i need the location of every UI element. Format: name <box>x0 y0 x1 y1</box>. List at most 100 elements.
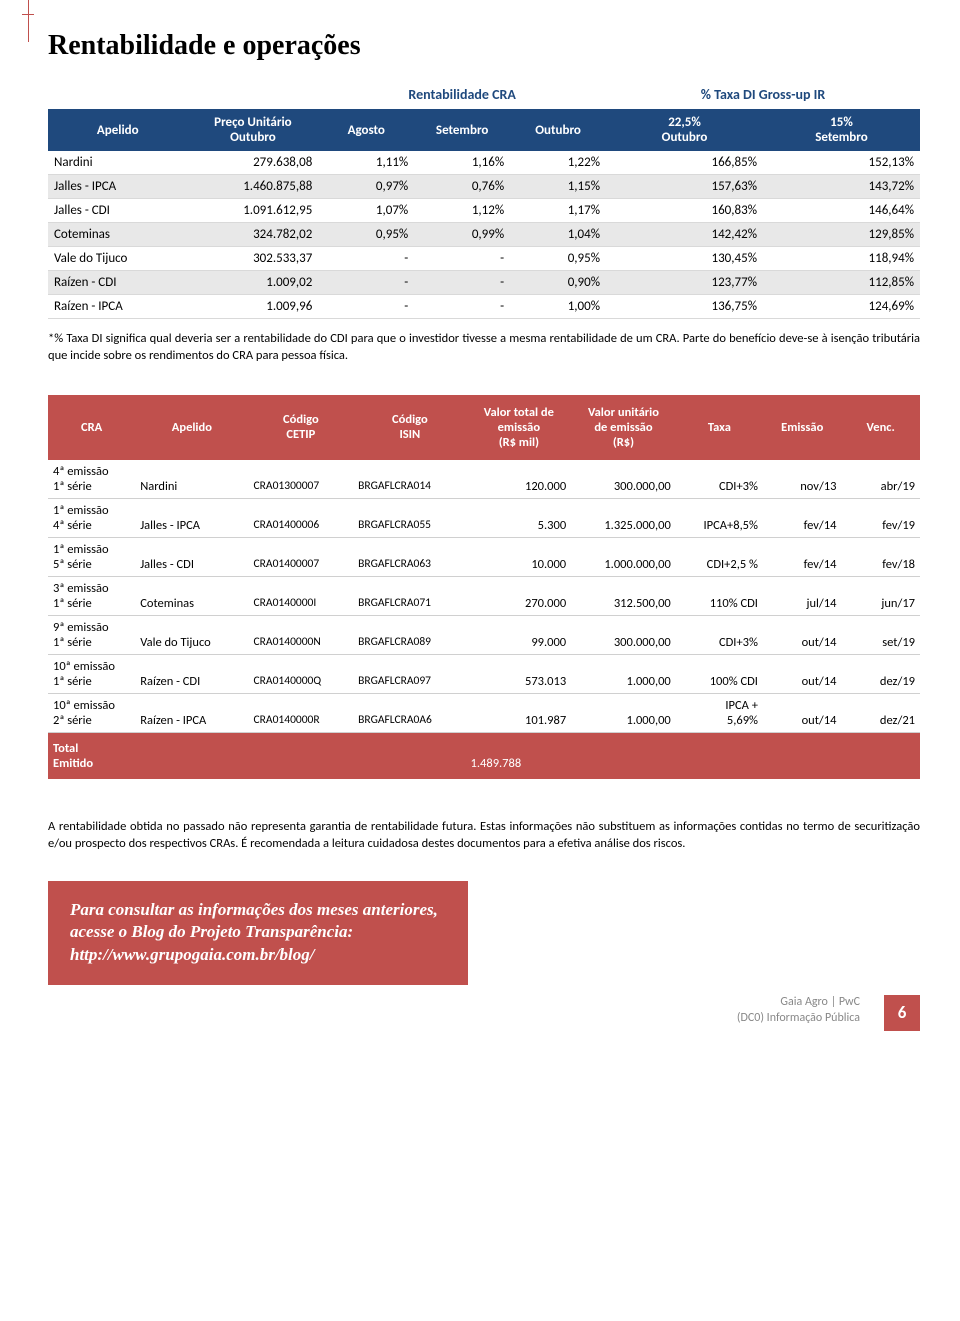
cell-outubro: 0,95% <box>510 247 606 271</box>
cell-valor-unit: 300.000,00 <box>571 615 676 654</box>
cell-setembro: - <box>414 271 510 295</box>
cell-t225: 166,85% <box>606 151 763 175</box>
cell-t225: 123,77% <box>606 271 763 295</box>
cell-apelido: Raízen - CDI <box>48 271 188 295</box>
page-title: Rentabilidade e operações <box>48 30 920 62</box>
th2-venc: Venc. <box>841 395 920 460</box>
cell-valor-total: 270.000 <box>467 576 572 615</box>
cell-apelido: Vale do Tijuco <box>48 247 188 271</box>
cell-t225: 157,63% <box>606 175 763 199</box>
cell-cetip: CRA0140000I <box>249 576 354 615</box>
cell-isin: BRGAFLCRA0A6 <box>353 693 466 732</box>
cell-apelido: Vale do Tijuco <box>135 615 248 654</box>
cell-venc: dez/19 <box>841 654 920 693</box>
cell-valor-unit: 1.000,00 <box>571 693 676 732</box>
cell-isin: BRGAFLCRA063 <box>353 537 466 576</box>
total-label: Total Emitido <box>48 732 135 779</box>
cell-emissao: nov/13 <box>763 460 841 499</box>
page-border-rule <box>28 0 29 42</box>
cell-t15: 146,64% <box>763 199 920 223</box>
cell-setembro: - <box>414 247 510 271</box>
cell-cra: 4ª emissão 1ª série <box>48 460 135 499</box>
table-row: Coteminas324.782,020,95%0,99%1,04%142,42… <box>48 223 920 247</box>
cell-t225: 142,42% <box>606 223 763 247</box>
cell-outubro: 1,15% <box>510 175 606 199</box>
cell-emissao: fev/14 <box>763 537 841 576</box>
page-border-tick <box>22 14 34 15</box>
cell-outubro: 0,90% <box>510 271 606 295</box>
th-setembro: Setembro <box>414 109 510 151</box>
cell-outubro: 1,22% <box>510 151 606 175</box>
cell-taxa: CDI+3% <box>676 460 763 499</box>
footer-line2: (DC0) Informação Pública <box>48 1011 860 1027</box>
cell-preco: 1.460.875,88 <box>188 175 319 199</box>
cell-valor-unit: 312.500,00 <box>571 576 676 615</box>
cell-t225: 160,83% <box>606 199 763 223</box>
cell-preco: 1.091.612,95 <box>188 199 319 223</box>
cell-valor-unit: 1.000.000,00 <box>571 537 676 576</box>
cell-setembro: 0,99% <box>414 223 510 247</box>
cell-taxa: 110% CDI <box>676 576 763 615</box>
cell-t15: 118,94% <box>763 247 920 271</box>
cell-isin: BRGAFLCRA097 <box>353 654 466 693</box>
table-row: 10ª emissão 2ª sérieRaízen - IPCACRA0140… <box>48 693 920 732</box>
cell-isin: BRGAFLCRA071 <box>353 576 466 615</box>
cell-cetip: CRA0140000N <box>249 615 354 654</box>
cell-valor-total: 101.987 <box>467 693 572 732</box>
cell-preco: 324.782,02 <box>188 223 319 247</box>
cell-venc: dez/21 <box>841 693 920 732</box>
cell-valor-total: 573.013 <box>467 654 572 693</box>
cell-venc: abr/19 <box>841 460 920 499</box>
table-row: Raízen - IPCA1.009,96--1,00%136,75%124,6… <box>48 295 920 319</box>
th-preco: Preço Unitário Outubro <box>188 109 319 151</box>
cell-valor-unit: 1.000,00 <box>571 654 676 693</box>
cell-setembro: 1,12% <box>414 199 510 223</box>
cell-cetip: CRA0140000R <box>249 693 354 732</box>
cell-t15: 152,13% <box>763 151 920 175</box>
cell-valor-unit: 300.000,00 <box>571 460 676 499</box>
cell-apelido: Nardini <box>48 151 188 175</box>
cell-cetip: CRA01300007 <box>249 460 354 499</box>
cell-t225: 130,45% <box>606 247 763 271</box>
cell-emissao: jul/14 <box>763 576 841 615</box>
table-row: 3ª emissão 1ª sérieCoteminasCRA0140000IB… <box>48 576 920 615</box>
cell-cra: 10ª emissão 2ª série <box>48 693 135 732</box>
cell-preco: 1.009,96 <box>188 295 319 319</box>
cell-cra: 3ª emissão 1ª série <box>48 576 135 615</box>
th2-valor-unit: Valor unitário de emissão (R$) <box>571 395 676 460</box>
cell-t15: 143,72% <box>763 175 920 199</box>
th-15: 15% Setembro <box>763 109 920 151</box>
cell-apelido: Raízen - IPCA <box>135 693 248 732</box>
cell-taxa: 100% CDI <box>676 654 763 693</box>
cell-valor-total: 5.300 <box>467 498 572 537</box>
th2-cetip: Código CETIP <box>249 395 354 460</box>
cell-isin: BRGAFLCRA014 <box>353 460 466 499</box>
cell-outubro: 1,00% <box>510 295 606 319</box>
cell-venc: fev/18 <box>841 537 920 576</box>
table-row: 1ª emissão 5ª sérieJalles - CDICRA014000… <box>48 537 920 576</box>
cell-apelido: Raízen - CDI <box>135 654 248 693</box>
th2-cra: CRA <box>48 395 135 460</box>
cell-apelido: Nardini <box>135 460 248 499</box>
group-header-rentabilidade: Rentabilidade CRA <box>318 80 606 109</box>
cell-cetip: CRA01400007 <box>249 537 354 576</box>
cell-emissao: out/14 <box>763 654 841 693</box>
footer-line1: Gaia Agro | PwC <box>48 995 860 1011</box>
cell-apelido: Jalles - IPCA <box>135 498 248 537</box>
table-row: Nardini279.638,081,11%1,16%1,22%166,85%1… <box>48 151 920 175</box>
cell-emissao: fev/14 <box>763 498 841 537</box>
cell-valor-total: 10.000 <box>467 537 572 576</box>
cell-apelido: Raízen - IPCA <box>48 295 188 319</box>
table-row: 10ª emissão 1ª sérieRaízen - CDICRA01400… <box>48 654 920 693</box>
table-row: 1ª emissão 4ª sérieJalles - IPCACRA01400… <box>48 498 920 537</box>
cell-agosto: 0,97% <box>318 175 414 199</box>
total-value: 1.489.788 <box>467 732 572 779</box>
cell-valor-total: 99.000 <box>467 615 572 654</box>
cell-agosto: 1,11% <box>318 151 414 175</box>
table-row: 4ª emissão 1ª sérieNardiniCRA01300007BRG… <box>48 460 920 499</box>
cell-cra: 10ª emissão 1ª série <box>48 654 135 693</box>
cell-preco: 1.009,02 <box>188 271 319 295</box>
cell-venc: fev/19 <box>841 498 920 537</box>
th-agosto: Agosto <box>318 109 414 151</box>
cell-taxa: CDI+2,5 % <box>676 537 763 576</box>
